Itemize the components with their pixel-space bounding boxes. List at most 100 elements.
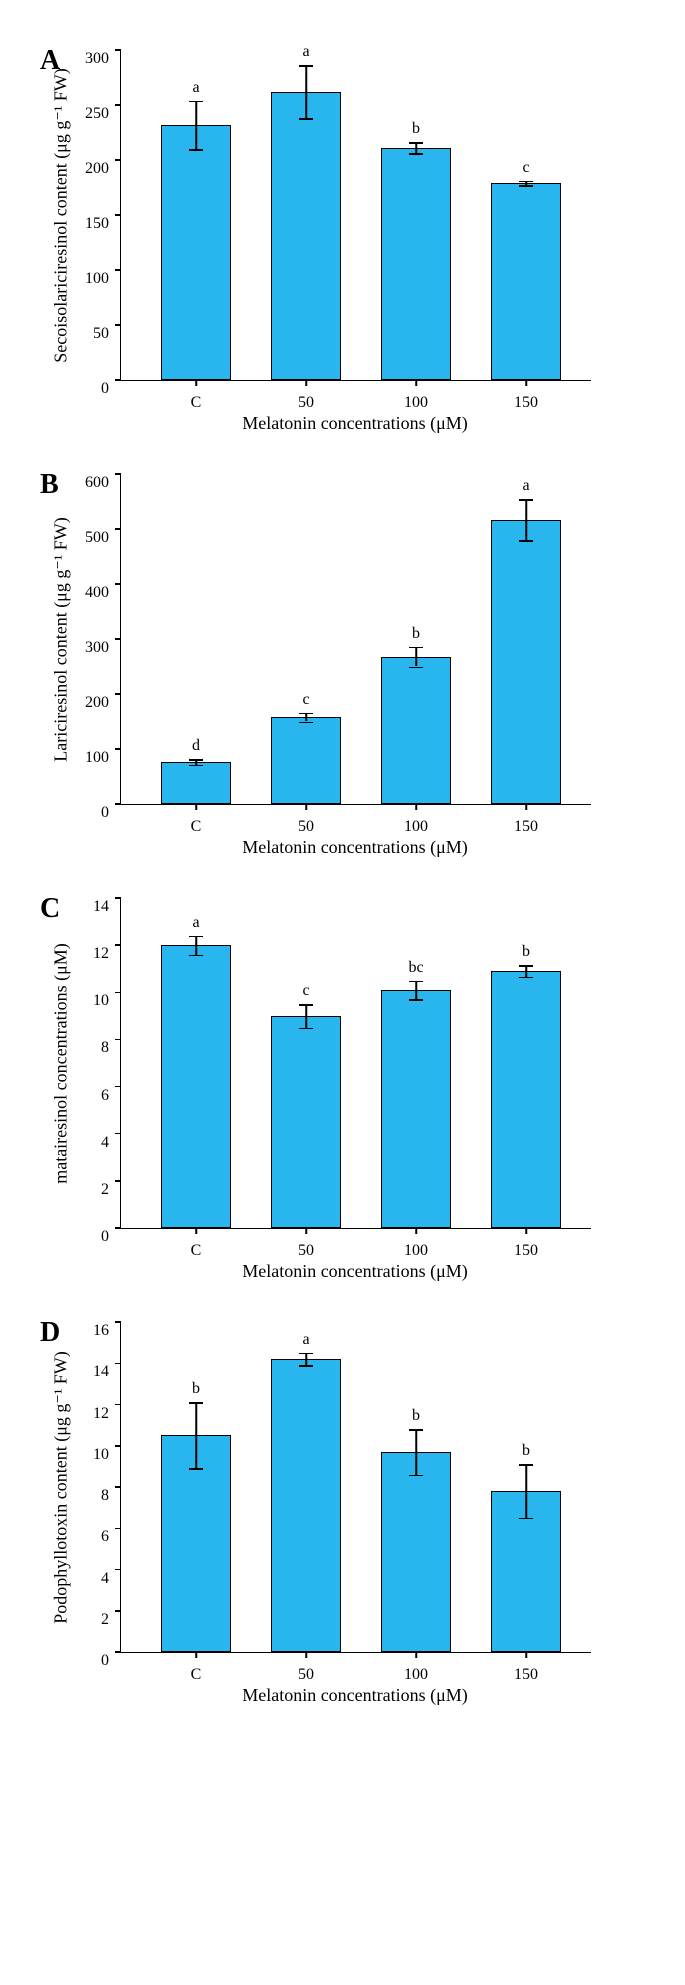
error-cap xyxy=(189,955,203,957)
y-tick-label: 300 xyxy=(85,639,121,657)
y-tick-label: 200 xyxy=(85,160,121,178)
y-tick-label: 0 xyxy=(101,804,121,822)
error-bar xyxy=(305,1004,307,1028)
significance-letter: a xyxy=(302,43,309,61)
error-cap xyxy=(519,977,533,979)
x-tick-label: 100 xyxy=(404,1666,428,1684)
error-cap xyxy=(189,765,203,767)
chart-wrap: Secoisolariciresinol content (μg g⁻¹ FW)… xyxy=(120,50,665,434)
y-tick-label: 0 xyxy=(101,1652,121,1670)
x-tick-mark xyxy=(195,1228,197,1234)
error-cap xyxy=(189,936,203,938)
bar xyxy=(491,520,561,804)
significance-letter: c xyxy=(302,691,309,709)
y-tick-mark xyxy=(115,944,121,946)
x-tick-label: 100 xyxy=(404,394,428,412)
error-cap xyxy=(409,1429,423,1431)
y-tick-mark xyxy=(115,1363,121,1365)
error-cap xyxy=(519,181,533,183)
y-tick-mark xyxy=(115,897,121,899)
error-cap xyxy=(519,540,533,542)
error-cap xyxy=(189,149,203,151)
panel-d: DPodophyllotoxin content (μg g⁻¹ FW)0246… xyxy=(20,1322,665,1706)
y-tick-label: 14 xyxy=(93,898,121,916)
y-tick-label: 8 xyxy=(101,1039,121,1057)
error-bar xyxy=(415,142,417,153)
y-axis-label: Lariciresinol content (μg g⁻¹ FW) xyxy=(51,475,72,805)
y-tick-mark xyxy=(115,104,121,106)
y-tick-label: 0 xyxy=(101,380,121,398)
error-cap xyxy=(299,1365,313,1367)
y-tick-label: 2 xyxy=(101,1611,121,1629)
x-axis-label: Melatonin concentrations (μM) xyxy=(120,1685,590,1706)
error-cap xyxy=(519,499,533,501)
error-cap xyxy=(409,647,423,649)
bar xyxy=(491,183,561,380)
y-tick-mark xyxy=(115,214,121,216)
x-tick-label: 50 xyxy=(298,1666,314,1684)
x-tick-mark xyxy=(415,804,417,810)
error-cap xyxy=(519,1518,533,1520)
x-axis-label: Melatonin concentrations (μM) xyxy=(120,837,590,858)
error-cap xyxy=(409,667,423,669)
significance-letter: c xyxy=(522,159,529,177)
bar xyxy=(161,945,231,1228)
error-bar xyxy=(415,647,417,667)
error-bar xyxy=(415,1429,417,1474)
error-cap xyxy=(519,185,533,187)
y-axis-label: Secoisolariciresinol content (μg g⁻¹ FW) xyxy=(51,51,72,381)
y-tick-mark xyxy=(115,1486,121,1488)
x-tick-mark xyxy=(195,380,197,386)
y-tick-label: 100 xyxy=(85,270,121,288)
y-tick-mark xyxy=(115,803,121,805)
panel-a: ASecoisolariciresinol content (μg g⁻¹ FW… xyxy=(20,50,665,434)
x-tick-label: 150 xyxy=(514,394,538,412)
significance-letter: b xyxy=(412,1407,420,1425)
y-tick-label: 6 xyxy=(101,1087,121,1105)
y-tick-mark xyxy=(115,1528,121,1530)
error-bar xyxy=(195,1402,197,1468)
bar xyxy=(271,717,341,804)
x-tick-label: C xyxy=(191,1242,202,1260)
y-tick-mark xyxy=(115,583,121,585)
y-tick-mark xyxy=(115,1133,121,1135)
y-tick-mark xyxy=(115,379,121,381)
x-tick-mark xyxy=(305,380,307,386)
y-tick-mark xyxy=(115,638,121,640)
y-tick-mark xyxy=(115,1039,121,1041)
y-tick-label: 250 xyxy=(85,105,121,123)
y-tick-label: 0 xyxy=(101,1228,121,1246)
error-bar xyxy=(415,981,417,1000)
y-tick-mark xyxy=(115,1610,121,1612)
y-tick-mark xyxy=(115,1569,121,1571)
error-cap xyxy=(299,65,313,67)
error-bar xyxy=(305,1353,307,1365)
y-tick-label: 4 xyxy=(101,1134,121,1152)
y-tick-mark xyxy=(115,1404,121,1406)
y-tick-label: 14 xyxy=(93,1363,121,1381)
x-tick-mark xyxy=(305,1228,307,1234)
bar xyxy=(491,971,561,1228)
y-tick-mark xyxy=(115,1445,121,1447)
error-bar xyxy=(525,1464,527,1518)
plot-area: matairesinol concentrations (μM)02468101… xyxy=(120,898,591,1229)
y-tick-mark xyxy=(115,992,121,994)
y-tick-label: 150 xyxy=(85,215,121,233)
y-tick-mark xyxy=(115,1086,121,1088)
y-tick-label: 400 xyxy=(85,584,121,602)
y-tick-label: 6 xyxy=(101,1528,121,1546)
x-tick-mark xyxy=(305,1652,307,1658)
y-tick-label: 4 xyxy=(101,1570,121,1588)
error-bar xyxy=(525,965,527,977)
significance-letter: c xyxy=(302,982,309,1000)
x-tick-label: 150 xyxy=(514,818,538,836)
error-cap xyxy=(519,965,533,967)
plot-area: Podophyllotoxin content (μg g⁻¹ FW)02468… xyxy=(120,1322,591,1653)
error-cap xyxy=(519,1464,533,1466)
significance-letter: a xyxy=(522,477,529,495)
error-bar xyxy=(305,65,307,118)
x-tick-label: C xyxy=(191,1666,202,1684)
y-tick-mark xyxy=(115,159,121,161)
y-tick-label: 16 xyxy=(93,1322,121,1340)
x-tick-mark xyxy=(195,1652,197,1658)
